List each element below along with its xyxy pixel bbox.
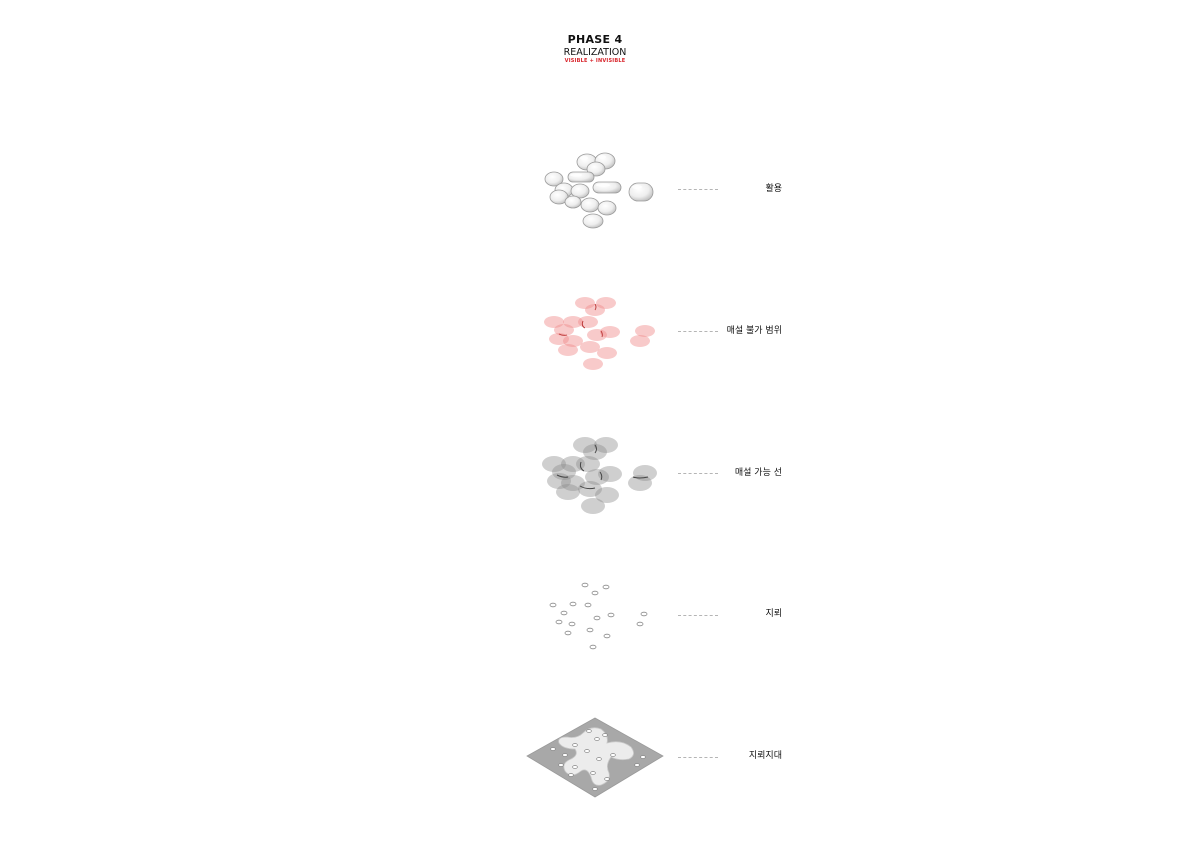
leader-line bbox=[678, 189, 718, 190]
glass-blob-cluster-icon bbox=[544, 152, 654, 229]
phase-number: PHASE 4 bbox=[567, 33, 623, 46]
phase-subtitle: VISIBLE + INVISIBLE bbox=[564, 58, 626, 64]
gray-ellipse-cluster-icon bbox=[542, 437, 657, 514]
layer-label-mines: 지뢰 bbox=[765, 609, 782, 619]
leader-line bbox=[678, 615, 718, 616]
leader-line bbox=[678, 473, 718, 474]
layer-label-usage: 활용 bbox=[765, 184, 782, 194]
minefield-plate-icon bbox=[526, 717, 664, 798]
phase-title: REALIZATION bbox=[563, 47, 627, 58]
leader-line bbox=[678, 757, 718, 758]
diagram-header: PHASE 4 REALIZATION VISIBLE + INVISIBLE bbox=[495, 33, 695, 65]
layer-label-minefield: 지뢰지대 bbox=[748, 751, 782, 761]
leader-line bbox=[678, 331, 718, 332]
pink-ellipse-cluster-icon bbox=[544, 297, 655, 370]
layer-label-burial-possible-line: 매설 가능 선 bbox=[734, 468, 782, 478]
layer-label-no-burial-zone: 매설 불가 범위 bbox=[726, 326, 782, 336]
mine-markers-icon bbox=[549, 582, 648, 650]
